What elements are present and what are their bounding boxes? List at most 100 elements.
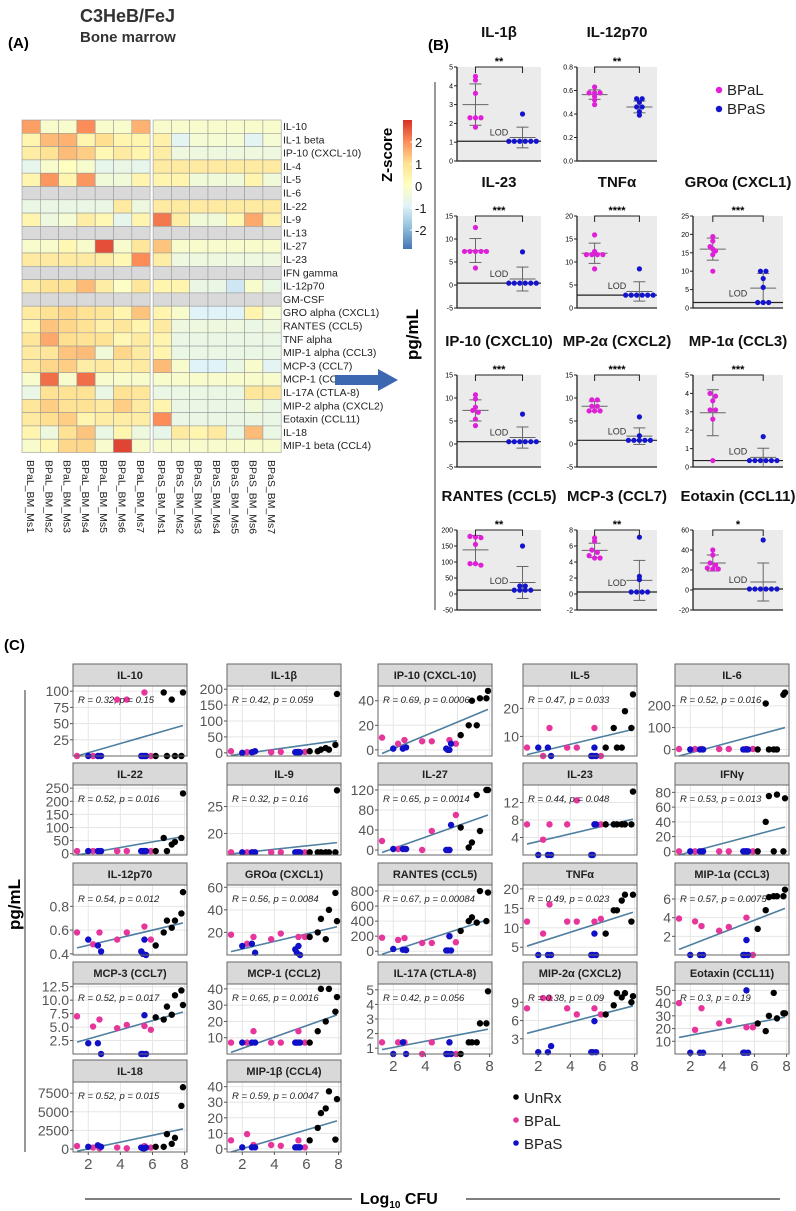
data-point-bpal <box>600 252 606 258</box>
data-point-bpas <box>743 987 750 994</box>
data-point-bpas <box>446 932 453 940</box>
heatmap-cell <box>131 133 151 147</box>
correlation-stat: R = 0.49, p = 0.023 <box>528 894 610 905</box>
lod-label: LOD <box>729 575 748 585</box>
heatmap-row-label: IFN gamma <box>283 267 338 279</box>
data-point-bpal <box>592 408 598 414</box>
data-point-bpas <box>141 1012 148 1019</box>
data-point-bpas <box>399 1039 407 1046</box>
data-point-bpas <box>544 744 552 751</box>
x-tick-label: 8 <box>485 1058 493 1075</box>
heatmap-cell <box>152 345 172 360</box>
heatmap-cell <box>244 385 264 400</box>
heatmap-cell <box>21 332 41 347</box>
y-tick-label: 10 <box>445 237 453 244</box>
data-point-bpal <box>478 562 484 568</box>
data-point-bpal <box>301 1144 309 1151</box>
plot-area <box>675 984 789 1054</box>
data-point-unrx <box>602 1011 609 1018</box>
y-tick-label: 40 <box>207 902 223 918</box>
heatmap-cell <box>113 186 133 201</box>
heatmap-cell <box>189 172 209 187</box>
heatmap-cell <box>226 398 245 413</box>
data-point-unrx <box>762 818 769 826</box>
data-point-unrx <box>168 1011 175 1018</box>
heatmap-cell <box>58 305 78 320</box>
data-point-bpas <box>251 849 259 856</box>
data-point-bpal <box>675 745 683 753</box>
heatmap-row: IL-4 <box>21 159 301 174</box>
x-tick-label: 4 <box>116 1156 124 1173</box>
x-tick-label: 6 <box>302 1156 310 1173</box>
plot-area <box>577 375 657 467</box>
data-point-bpal <box>591 918 598 925</box>
y-tick-label: 40 <box>358 693 374 709</box>
heatmap-cell <box>131 172 151 187</box>
heatmap-cell <box>131 372 151 387</box>
data-point-bpal <box>710 566 716 572</box>
data-point-bpal <box>123 1145 130 1152</box>
data-point-unrx <box>765 1012 773 1020</box>
heatmap-cell <box>21 212 41 227</box>
data-point-bpas <box>528 138 534 144</box>
heatmap-cell <box>94 265 114 280</box>
data-point-unrx <box>325 985 333 993</box>
data-point-unrx <box>317 1109 325 1117</box>
data-point-unrx <box>781 795 789 802</box>
heatmap-cell <box>76 159 96 174</box>
data-point-bpal <box>691 745 699 753</box>
data-point-bpal <box>472 534 479 540</box>
heatmap-cell <box>189 385 209 400</box>
data-point-bpas <box>639 292 645 298</box>
x-tick-label: 2 <box>389 1058 397 1075</box>
y-tick-label: 6 <box>569 544 573 551</box>
y-tick-label: 40 <box>681 548 689 555</box>
heatmap-cell <box>152 279 172 294</box>
panel-c-ylabel: pg/mL <box>5 879 24 930</box>
correlation-stat: R = 0.3, p = 0.19 <box>680 993 751 1004</box>
data-point-bpas <box>517 439 523 445</box>
y-tick-label: 15 <box>445 214 453 221</box>
y-tick-label: 4 <box>663 910 671 926</box>
data-point-bpas <box>535 744 542 751</box>
data-point-bpas <box>97 1143 105 1150</box>
y-tick-label: 200 <box>441 528 453 535</box>
heatmap-cell <box>244 372 264 387</box>
panel-c-label: (C) <box>4 637 25 654</box>
data-point-bpas <box>639 589 645 595</box>
heatmap-cell <box>207 359 227 373</box>
heatmap-cell <box>189 305 209 320</box>
y-tick-label: 2 <box>449 121 453 128</box>
heatmap-row-label: IL-23 <box>283 254 307 266</box>
correlation-stat: R = 0.65, p = 0.0016 <box>232 993 319 1004</box>
heatmap-cell <box>226 172 245 187</box>
y-tick-label: 10.0 <box>42 992 69 1008</box>
data-point-bpal <box>277 849 284 856</box>
data-point-bpas <box>623 292 629 298</box>
data-point-unrx <box>171 917 179 924</box>
data-point-bpas <box>390 945 397 953</box>
data-point-unrx <box>621 821 629 828</box>
heatmap-col-label: BPaS_BM_Ms1 <box>155 460 167 534</box>
y-tick-label: 6 <box>511 1013 519 1029</box>
data-point-unrx <box>163 1003 171 1010</box>
y-tick-label: 3 <box>449 102 453 109</box>
plot-area <box>675 686 789 756</box>
data-point-bpas <box>522 583 528 589</box>
y-tick-label: 20 <box>358 717 374 733</box>
heatmap-cell <box>21 159 41 174</box>
dot-plot: IP-10 (CXCL10) -5 0 5 10 15 LOD *** <box>445 333 553 472</box>
heatmap-cell <box>39 305 59 320</box>
data-point-bpas <box>402 845 410 853</box>
facet-title: IL-5 <box>570 670 590 682</box>
data-point-bpal <box>89 847 97 855</box>
heatmap-cell <box>189 239 209 254</box>
y-tick-label: 200 <box>200 681 224 697</box>
plot-frame <box>72 983 188 1055</box>
heatmap-row: TNF alpha <box>21 332 332 347</box>
plot-title: IL-23 <box>481 174 516 191</box>
legend-label: BPaS <box>524 1136 562 1153</box>
significance-stars: *** <box>493 364 507 376</box>
heatmap-cell <box>131 212 151 227</box>
data-point-bpas <box>251 748 259 755</box>
